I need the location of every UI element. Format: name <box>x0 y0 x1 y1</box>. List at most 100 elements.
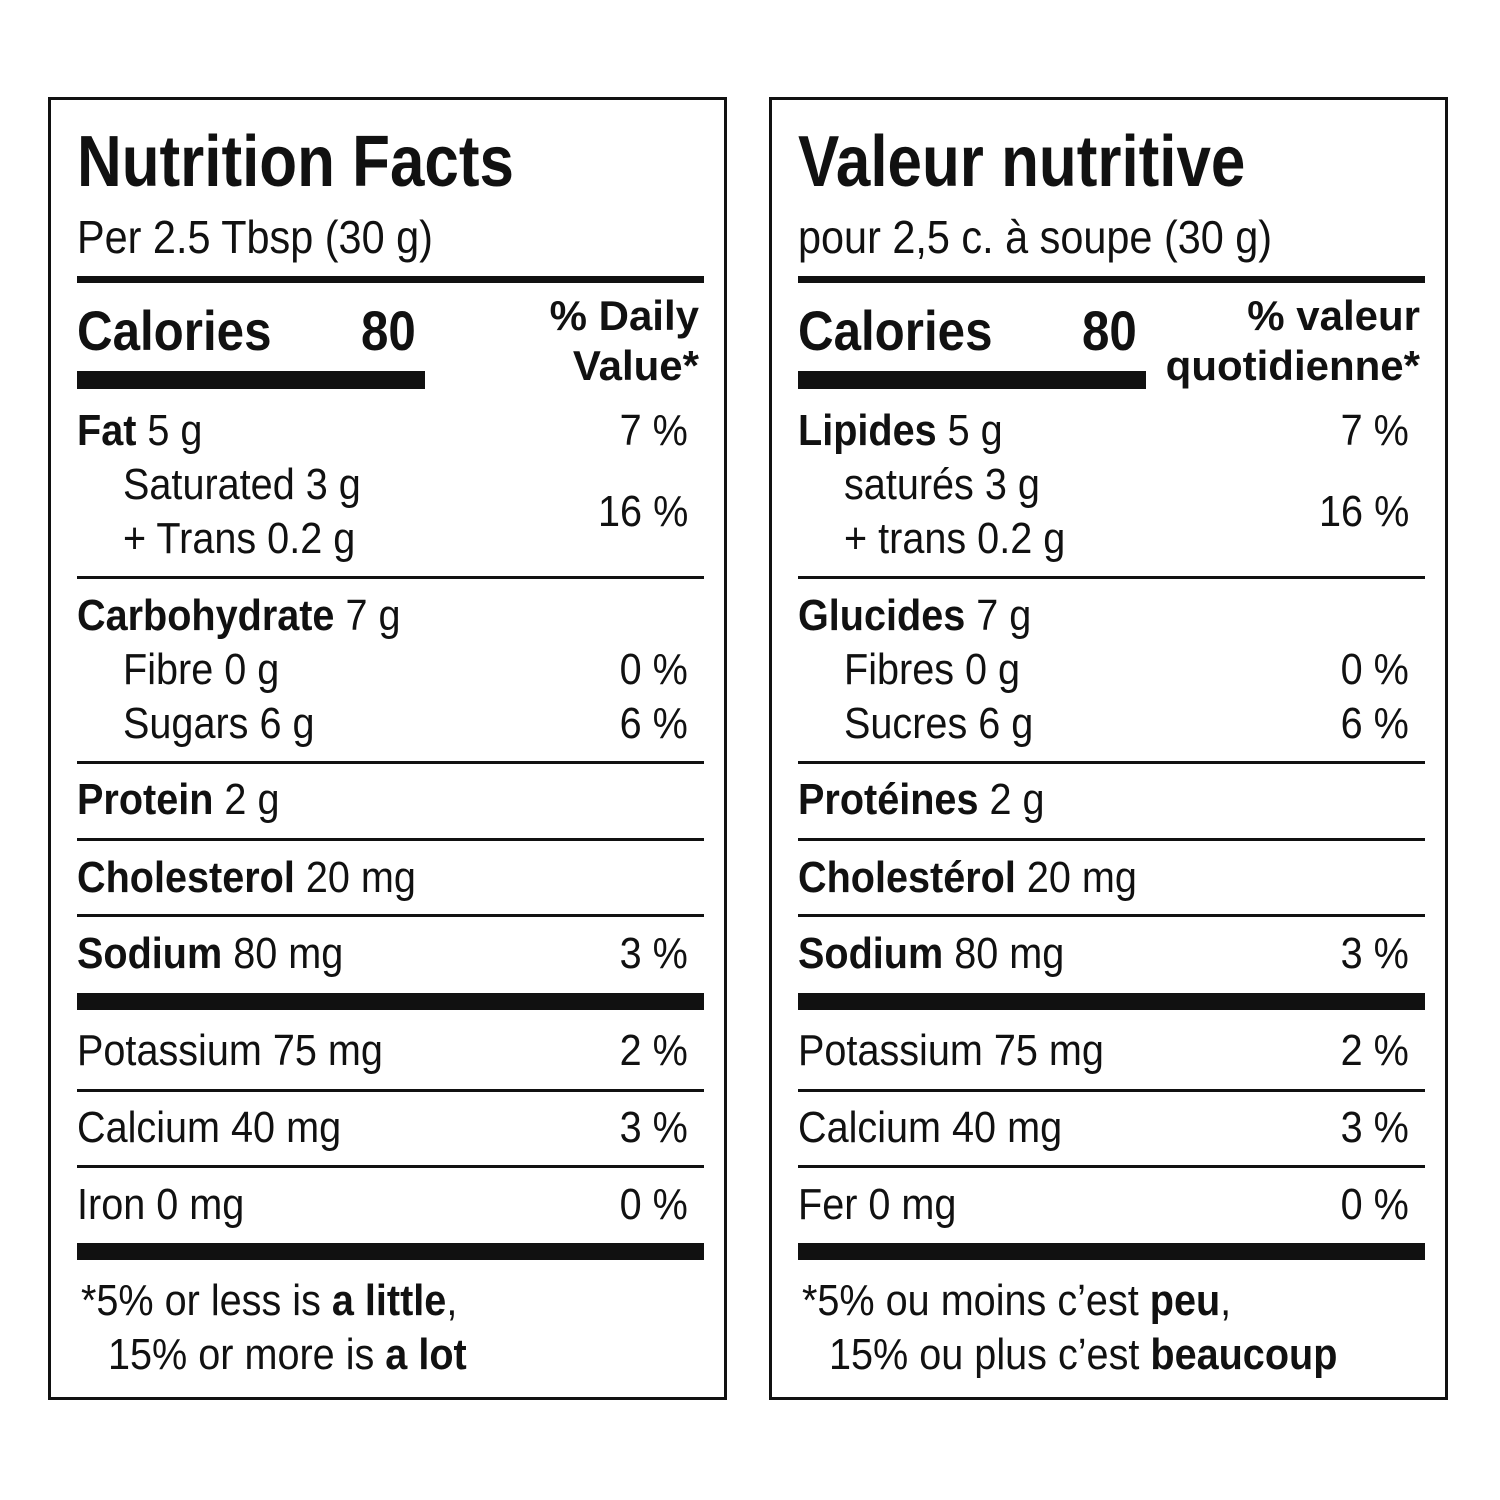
fibre-pct: 0 % <box>619 645 688 694</box>
daily-value-header: % valeur quotidienne* <box>1166 291 1420 391</box>
fat-row: Fat 5 g <box>77 409 202 453</box>
sodium-amount: 80 mg <box>222 929 344 978</box>
sodium-row: Sodium 80 mg <box>77 932 343 976</box>
saturated-row: Saturated 3 g <box>123 460 361 509</box>
carb-label: Carbohydrate <box>77 591 335 640</box>
divider-thick <box>798 993 1425 1010</box>
calories-label: Calories <box>77 299 272 362</box>
sat-trans-pct: 16 % <box>597 487 688 536</box>
divider <box>77 576 704 579</box>
sodium-row: Sodium 80 mg <box>798 932 1064 976</box>
sugars-pct: 6 % <box>1340 699 1409 748</box>
iron-pct: 0 % <box>1340 1180 1409 1229</box>
sugars-row: Sugars 6 g <box>123 699 315 748</box>
iron-row: Iron 0 mg <box>77 1180 245 1229</box>
calcium-row: Calcium 40 mg <box>798 1103 1063 1152</box>
fat-pct: 7 % <box>619 406 688 455</box>
panel-title: Nutrition Facts <box>77 122 514 202</box>
fat-amount: 5 g <box>936 406 1003 455</box>
divider <box>798 576 1425 579</box>
serving-size: Per 2.5 Tbsp (30 g) <box>77 211 433 263</box>
calories-value: 80 <box>1082 299 1137 362</box>
sugars-pct: 6 % <box>619 699 688 748</box>
protein-label: Protéines <box>798 775 979 824</box>
daily-value-header: % Daily Value* <box>550 291 699 391</box>
calories-bar <box>77 371 425 389</box>
protein-label: Protein <box>77 775 214 824</box>
footnote: *5% ou moins c’est peu, 15% ou plus c’es… <box>802 1274 1337 1382</box>
calories-value: 80 <box>361 299 416 362</box>
carb-row: Glucides 7 g <box>798 594 1031 638</box>
divider <box>77 1165 704 1168</box>
cholesterol-label: Cholesterol <box>77 853 295 902</box>
divider-thick <box>77 276 704 283</box>
protein-row: Protéines 2 g <box>798 778 1045 822</box>
daily-value-header-line2: Value* <box>572 342 699 389</box>
footnote-line1: *5% or less is a little, <box>81 1276 458 1325</box>
serving-size: pour 2,5 c. à soupe (30 g) <box>798 211 1273 263</box>
saturated-row: saturés 3 g <box>844 460 1040 509</box>
potassium-pct: 2 % <box>619 1026 688 1075</box>
potassium-row: Potassium 75 mg <box>798 1026 1104 1075</box>
daily-value-header-line2: quotidienne* <box>1165 342 1420 389</box>
protein-amount: 2 g <box>978 775 1045 824</box>
sugars-row: Sucres 6 g <box>844 699 1034 748</box>
potassium-row: Potassium 75 mg <box>77 1026 383 1075</box>
calories-bar <box>798 371 1146 389</box>
cholesterol-row: Cholestérol 20 mg <box>798 856 1137 900</box>
calories-label: Calories <box>798 299 993 362</box>
sodium-label: Sodium <box>77 929 223 978</box>
fibre-row: Fibre 0 g <box>123 645 280 694</box>
sodium-pct: 3 % <box>619 929 688 978</box>
cholesterol-label: Cholestérol <box>798 853 1016 902</box>
nutrition-facts-panel-french: Valeur nutritive pour 2,5 c. à soupe (30… <box>769 97 1448 1400</box>
divider <box>77 838 704 841</box>
iron-row: Fer 0 mg <box>798 1180 957 1229</box>
fat-amount: 5 g <box>136 406 203 455</box>
fibre-pct: 0 % <box>1340 645 1409 694</box>
carb-label: Glucides <box>798 591 966 640</box>
trans-row: + Trans 0.2 g <box>123 514 356 563</box>
divider <box>798 838 1425 841</box>
trans-row: + trans 0.2 g <box>844 514 1066 563</box>
cholesterol-amount: 20 mg <box>1015 853 1137 902</box>
divider <box>77 1089 704 1092</box>
footnote-line1: *5% ou moins c’est peu, <box>802 1276 1232 1325</box>
divider-thick <box>798 276 1425 283</box>
fibre-row: Fibres 0 g <box>844 645 1021 694</box>
cholesterol-row: Cholesterol 20 mg <box>77 856 416 900</box>
calcium-pct: 3 % <box>619 1103 688 1152</box>
calcium-row: Calcium 40 mg <box>77 1103 342 1152</box>
sodium-label: Sodium <box>798 929 944 978</box>
divider-thick <box>798 1243 1425 1260</box>
fat-label: Fat <box>77 406 137 455</box>
fat-row: Lipides 5 g <box>798 409 1003 453</box>
divider-thick <box>77 1243 704 1260</box>
carb-amount: 7 g <box>965 591 1032 640</box>
divider <box>798 914 1425 917</box>
nutrition-facts-panel-english: Nutrition Facts Per 2.5 Tbsp (30 g) Calo… <box>48 97 727 1400</box>
potassium-pct: 2 % <box>1340 1026 1409 1075</box>
sodium-pct: 3 % <box>1340 929 1409 978</box>
iron-pct: 0 % <box>619 1180 688 1229</box>
divider <box>798 1165 1425 1168</box>
protein-row: Protein 2 g <box>77 778 279 822</box>
divider-thick <box>77 993 704 1010</box>
divider <box>798 761 1425 764</box>
protein-amount: 2 g <box>213 775 280 824</box>
footnote: *5% or less is a little, 15% or more is … <box>81 1274 467 1382</box>
divider <box>77 914 704 917</box>
calcium-pct: 3 % <box>1340 1103 1409 1152</box>
footnote-line2: 15% or more is a lot <box>108 1330 467 1379</box>
divider <box>77 761 704 764</box>
daily-value-header-line1: % Daily <box>549 292 699 339</box>
divider <box>798 1089 1425 1092</box>
cholesterol-amount: 20 mg <box>294 853 416 902</box>
fat-label: Lipides <box>798 406 937 455</box>
daily-value-header-line1: % valeur <box>1247 292 1420 339</box>
carb-amount: 7 g <box>334 591 401 640</box>
footnote-line2: 15% ou plus c’est beaucoup <box>829 1330 1338 1379</box>
sodium-amount: 80 mg <box>943 929 1065 978</box>
fat-pct: 7 % <box>1340 406 1409 455</box>
carb-row: Carbohydrate 7 g <box>77 594 401 638</box>
